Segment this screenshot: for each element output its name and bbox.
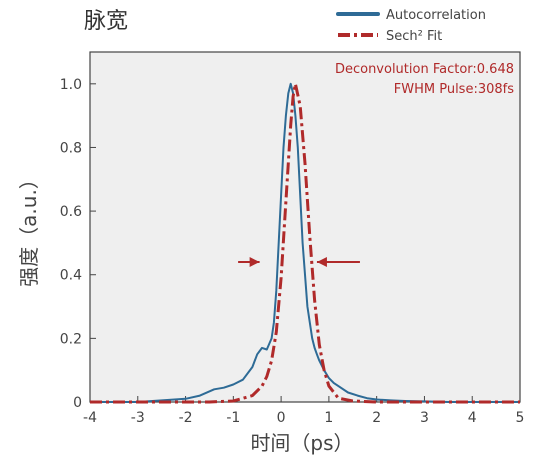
annotation-fwhm-pulse: FWHM Pulse:308fs [394, 82, 514, 97]
x-tick-label: 0 [277, 410, 286, 426]
plot-area [89, 51, 521, 403]
y-axis-ticks: 0 0.2 0.4 0.6 0.8 1.0 [60, 77, 96, 411]
arrow-layer [238, 257, 360, 267]
y-axis-title: 强度（a.u.） [17, 169, 41, 287]
x-tick-label: 5 [516, 410, 525, 426]
x-axis-title: 时间（ps） [250, 431, 353, 455]
y-tick-label: 0.4 [60, 268, 82, 284]
series-layer [90, 82, 520, 404]
x-tick-label: 3 [420, 410, 429, 426]
x-tick-label: -3 [131, 410, 145, 426]
y-tick-label: 0 [73, 395, 82, 411]
fwhm-arrow-head [249, 257, 260, 267]
series-line-autocorrelation [90, 82, 520, 403]
y-tick-label: 0.2 [60, 331, 82, 347]
annotation-deconvolution-factor: Deconvolution Factor:0.648 [335, 62, 514, 77]
legend: Autocorrelation Sech² Fit [336, 8, 486, 44]
y-tick-label: 1.0 [60, 77, 82, 93]
x-tick-label: -2 [179, 410, 193, 426]
y-tick-label: 0.6 [60, 204, 82, 220]
x-axis-ticks: -4 -3 -2 -1 0 1 2 3 4 5 [83, 396, 524, 426]
legend-label-sech2-fit: Sech² Fit [386, 29, 442, 44]
y-tick-label: 0.8 [60, 140, 82, 156]
x-tick-label: 2 [372, 410, 381, 426]
chart-title: 脉宽 [84, 9, 128, 34]
fwhm-arrow-head [316, 257, 327, 267]
x-tick-label: 4 [468, 410, 477, 426]
legend-label-autocorrelation: Autocorrelation [386, 8, 486, 23]
x-tick-label: -1 [226, 410, 240, 426]
x-tick-label: -4 [83, 410, 97, 426]
x-tick-label: 1 [324, 410, 333, 426]
